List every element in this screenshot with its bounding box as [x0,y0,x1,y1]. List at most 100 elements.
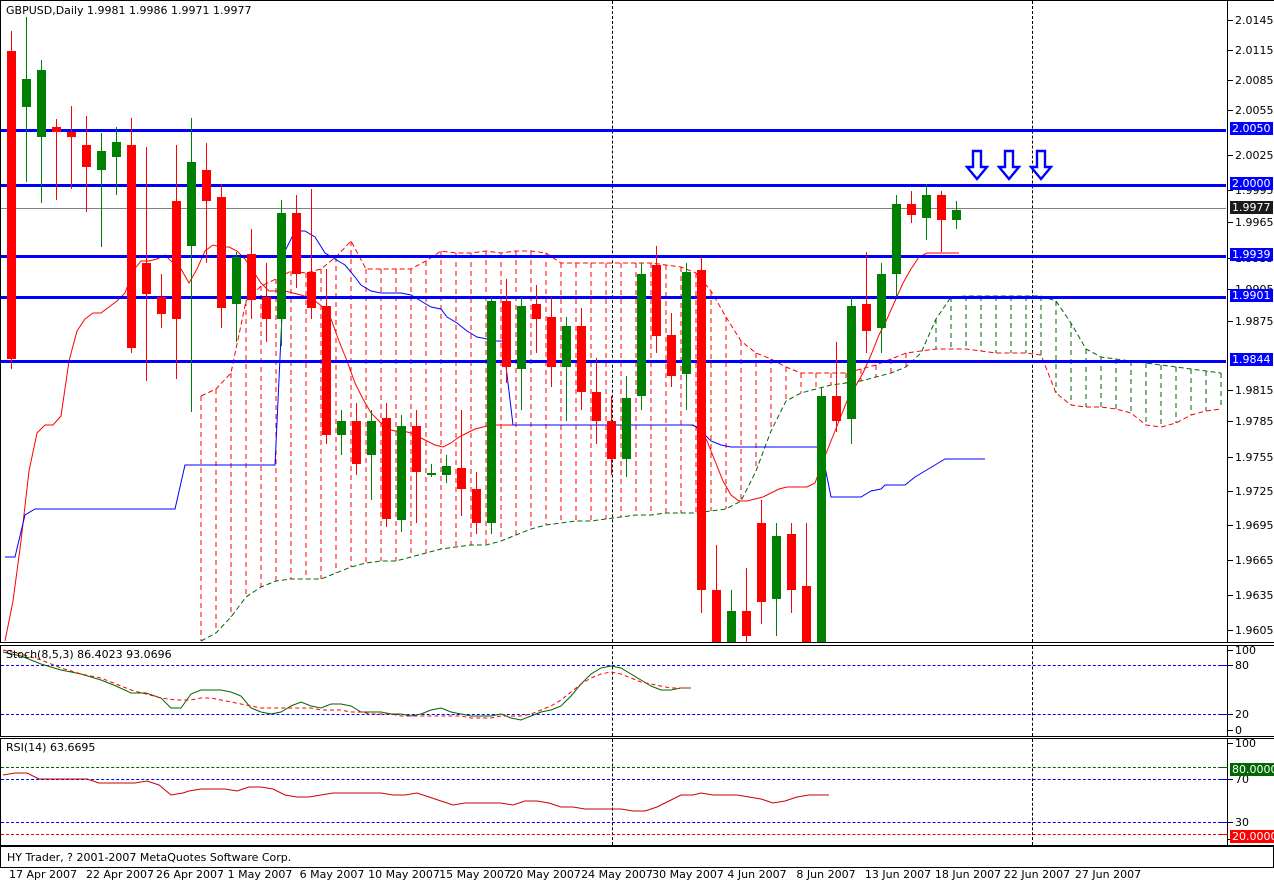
candlestick[interactable] [682,1,691,642]
candlestick[interactable] [532,1,541,642]
price-level-line[interactable] [1,255,1226,258]
candlestick[interactable] [292,1,301,642]
candlestick[interactable] [577,1,586,642]
candlestick[interactable] [712,1,721,642]
candlestick[interactable] [742,1,751,642]
candlestick[interactable] [202,1,211,642]
candlestick[interactable] [697,1,706,642]
candlestick[interactable] [217,1,226,642]
price-level-line[interactable] [1,360,1226,363]
candlestick[interactable] [7,1,16,642]
stochastic-plot-area[interactable] [1,646,1226,736]
candlestick[interactable] [892,1,901,642]
price-level-line[interactable] [1,296,1226,299]
candle-wick [806,522,807,642]
candle-body [247,253,256,301]
date-tick-label: 17 Apr 2007 [8,868,78,880]
candle-body [292,213,301,275]
price-level-line[interactable] [1,184,1226,187]
candle-body [592,391,601,421]
candlestick[interactable] [367,1,376,642]
price-tick [1228,321,1233,322]
candlestick[interactable] [142,1,151,642]
candlestick[interactable] [832,1,841,642]
candle-body [532,303,541,320]
candlestick[interactable] [667,1,676,642]
candlestick[interactable] [112,1,121,642]
candlestick[interactable] [37,1,46,642]
candlestick[interactable] [862,1,871,642]
date-tick-label: 8 Jun 2007 [796,868,856,880]
candlestick[interactable] [847,1,856,642]
candlestick[interactable] [22,1,31,642]
candlestick[interactable] [262,1,271,642]
candlestick[interactable] [277,1,286,642]
candlestick[interactable] [322,1,331,642]
price-tick [1228,421,1233,422]
sell-arrow-3[interactable] [1028,149,1054,181]
candlestick[interactable] [127,1,136,642]
candle-body [877,274,886,329]
candlestick[interactable] [352,1,361,642]
candlestick[interactable] [52,1,61,642]
candlestick[interactable] [67,1,76,642]
candlestick[interactable] [727,1,736,642]
candlestick[interactable] [247,1,256,642]
stochastic-pane[interactable]: 100 80 20 0 Stoch(8,5,3) 86.4023 93.0696 [0,645,1274,737]
candlestick[interactable] [757,1,766,642]
candlestick[interactable] [937,1,946,642]
candlestick[interactable] [922,1,931,642]
candlestick[interactable] [82,1,91,642]
price-plot-area[interactable] [1,1,1226,642]
candlestick[interactable] [187,1,196,642]
candlestick[interactable] [232,1,241,642]
candlestick[interactable] [652,1,661,642]
candlestick[interactable] [157,1,166,642]
price-tick-label: 1.9725 [1235,485,1274,498]
candlestick[interactable] [787,1,796,642]
candlestick[interactable] [622,1,631,642]
candlestick[interactable] [802,1,811,642]
candlestick[interactable] [817,1,826,642]
rsi-plot-area[interactable] [1,739,1226,845]
candle-body [202,170,211,201]
candlestick[interactable] [772,1,781,642]
candle-wick [116,127,117,196]
candlestick[interactable] [307,1,316,642]
candlestick[interactable] [427,1,436,642]
candlestick[interactable] [877,1,886,642]
candlestick[interactable] [487,1,496,642]
candlestick[interactable] [547,1,556,642]
sell-arrow-2[interactable] [996,149,1022,181]
price-tick-label: 1.9635 [1235,589,1274,602]
candlestick[interactable] [472,1,481,642]
candlestick[interactable] [412,1,421,642]
candlestick[interactable] [397,1,406,642]
candlestick[interactable] [457,1,466,642]
price-axis[interactable]: 2.0145 2.0115 2.0085 2.0055 2.0025 1.9995 1.99… [1227,1,1274,642]
candlestick[interactable] [562,1,571,642]
candle-body [892,204,901,275]
candlestick[interactable] [337,1,346,642]
price-level-line[interactable] [1,129,1226,132]
candlestick[interactable] [502,1,511,642]
candlestick[interactable] [442,1,451,642]
candle-body [412,425,421,472]
candle-body [427,472,436,475]
price-chart-pane[interactable]: 2.0145 2.0115 2.0085 2.0055 2.0025 1.9995 1.99… [0,0,1274,643]
candlestick[interactable] [97,1,106,642]
candle-wick [941,190,942,252]
sell-arrow-1[interactable] [964,149,990,181]
candlestick[interactable] [607,1,616,642]
candlestick[interactable] [517,1,526,642]
candle-body [382,417,391,520]
candlestick[interactable] [382,1,391,642]
candlestick[interactable] [907,1,916,642]
candlestick[interactable] [637,1,646,642]
candle-body [862,303,871,331]
candlestick[interactable] [952,1,961,642]
candlestick[interactable] [172,1,181,642]
candlestick[interactable] [592,1,601,642]
candle-body [502,301,511,367]
